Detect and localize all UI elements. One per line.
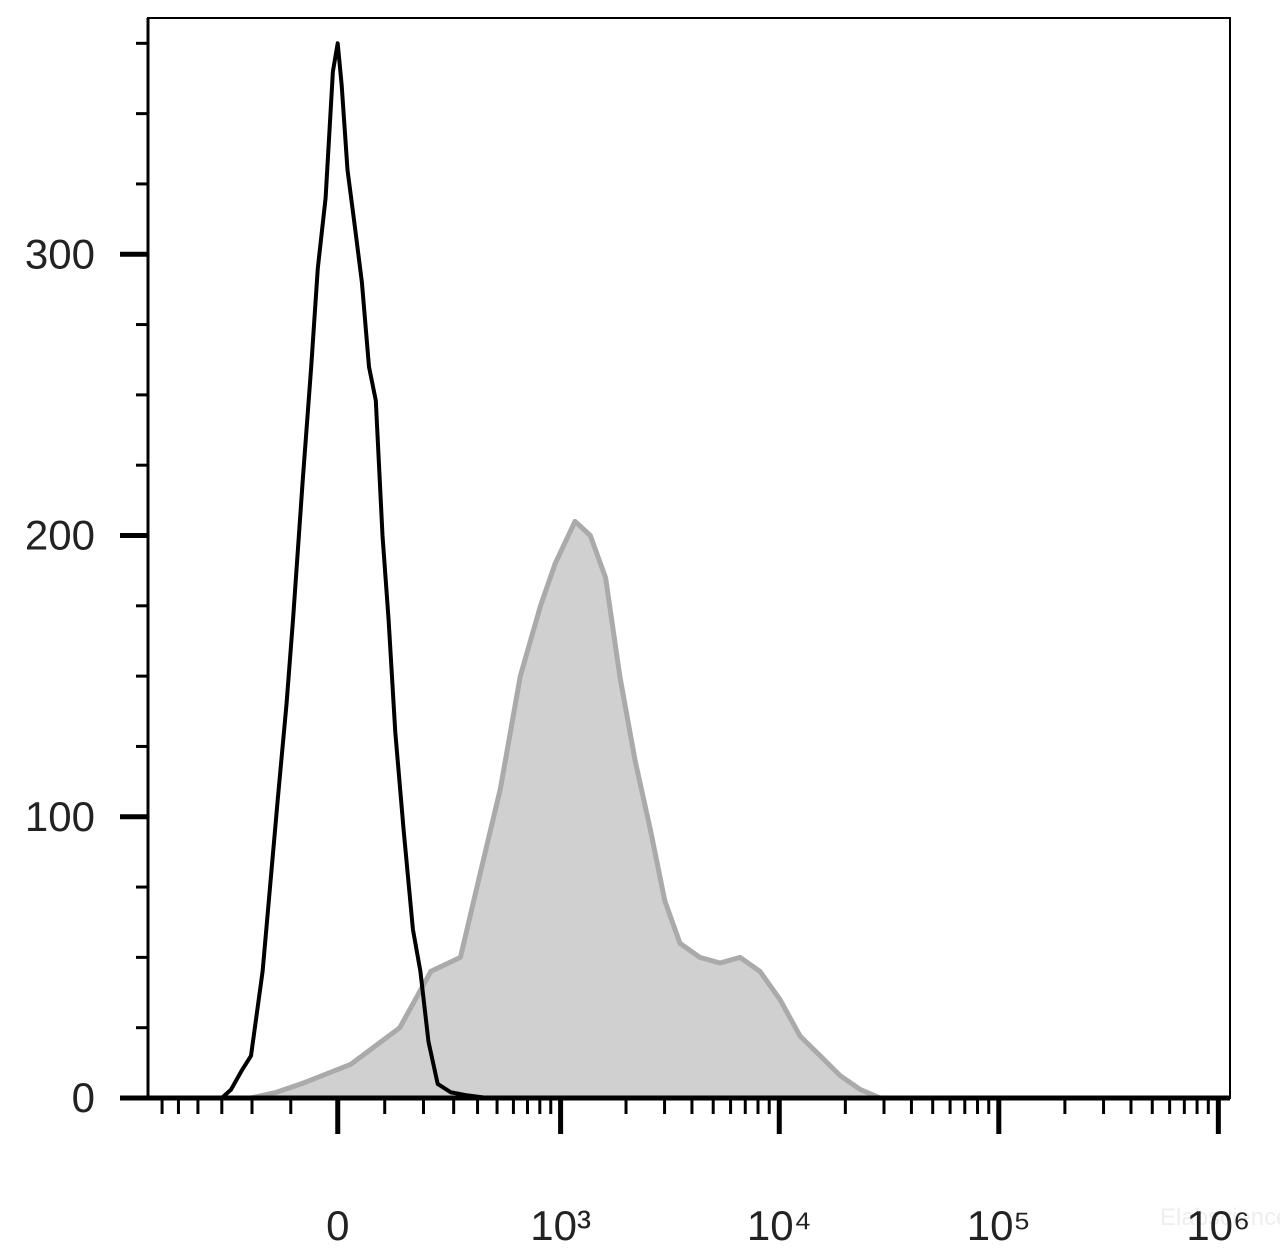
x-tick-label: 10³ — [530, 1202, 591, 1249]
watermark: Elabscience — [1160, 1204, 1280, 1231]
y-tick-label: 100 — [25, 793, 95, 840]
y-tick-label: 300 — [25, 230, 95, 277]
y-tick-label: 0 — [72, 1074, 95, 1121]
x-tick-label: 10⁴ — [747, 1202, 812, 1249]
area — [248, 518, 883, 1101]
plot-frame — [147, 17, 1231, 1099]
x-tick-label: 0 — [326, 1202, 349, 1249]
y-tick-label: 200 — [25, 512, 95, 559]
x-tick-label: 10⁵ — [967, 1202, 1031, 1249]
x-tick-label: 10⁶ — [1186, 1202, 1250, 1249]
line — [149, 41, 1228, 1100]
